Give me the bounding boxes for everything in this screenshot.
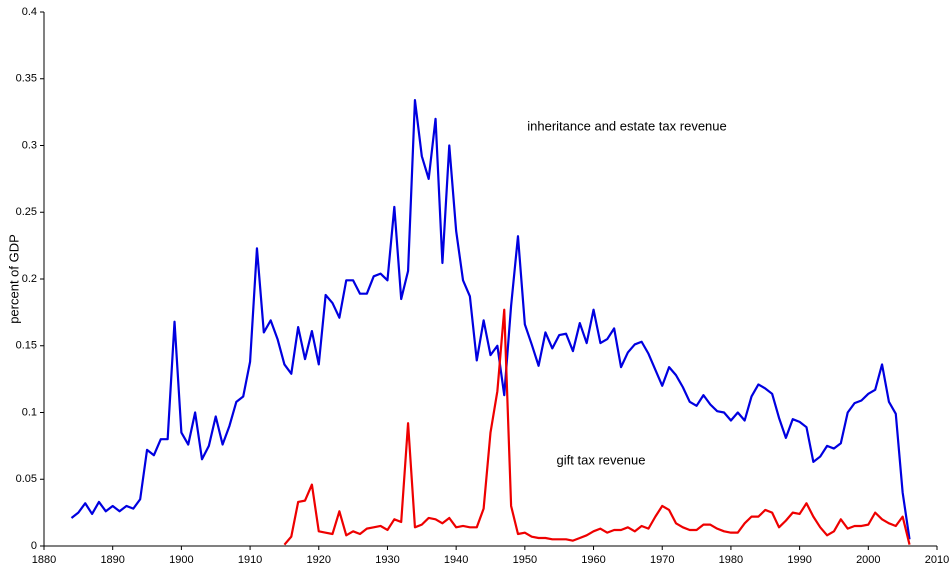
y-axis-label: percent of GDP (6, 234, 21, 324)
y-tick-label: 0.35 (16, 73, 37, 85)
y-tick-label: 0 (31, 540, 37, 552)
x-tick-label: 1900 (169, 554, 193, 566)
x-tick-label: 1980 (719, 554, 743, 566)
series-label: inheritance and estate tax revenue (527, 118, 726, 133)
x-tick-label: 1880 (32, 554, 56, 566)
x-tick-label: 2000 (856, 554, 880, 566)
y-tick-label: 0.25 (16, 206, 37, 218)
x-tick-label: 1930 (375, 554, 399, 566)
series-label: gift tax revenue (557, 452, 646, 467)
y-tick-label: 0.05 (16, 473, 37, 485)
x-tick-label: 1960 (581, 554, 605, 566)
x-tick-label: 1950 (513, 554, 537, 566)
y-tick-label: 0.15 (16, 340, 37, 352)
y-tick-label: 0.2 (22, 273, 37, 285)
x-tick-label: 1890 (100, 554, 124, 566)
y-tick-label: 0.1 (22, 406, 37, 418)
x-tick-label: 1920 (307, 554, 331, 566)
x-tick-label: 1910 (238, 554, 262, 566)
x-tick-label: 1990 (787, 554, 811, 566)
x-tick-label: 1940 (444, 554, 468, 566)
x-tick-label: 2010 (925, 554, 949, 566)
y-tick-label: 0.3 (22, 139, 37, 151)
x-tick-label: 1970 (650, 554, 674, 566)
line-series (70, 99, 911, 540)
y-tick-label: 0.4 (22, 6, 37, 18)
line-series (283, 308, 911, 546)
